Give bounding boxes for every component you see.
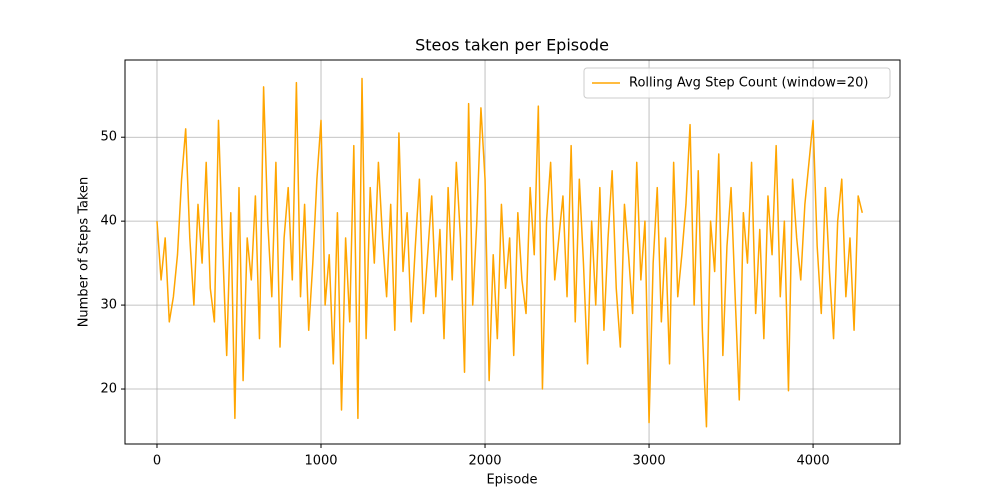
legend-label: Rolling Avg Step Count (window=20) — [629, 76, 868, 91]
y-tick-label: 30 — [100, 298, 117, 313]
axes-frame — [124, 59, 901, 445]
x-tick-label: 1000 — [304, 454, 337, 469]
x-tick-label: 2000 — [468, 454, 501, 469]
data-line — [156, 77, 864, 428]
y-tick-label: 20 — [100, 382, 117, 397]
x-tick-label: 0 — [153, 454, 161, 469]
y-axis-label: Number of Steps Taken — [77, 177, 92, 328]
y-tick-label: 50 — [100, 130, 117, 145]
y-tick-label: 40 — [100, 214, 117, 229]
x-tick-label: 3000 — [633, 454, 666, 469]
x-axis-label: Episode — [486, 473, 537, 488]
x-tick-label: 4000 — [797, 454, 830, 469]
chart-title: Steos taken per Episode — [415, 36, 609, 55]
legend-box — [583, 67, 891, 99]
